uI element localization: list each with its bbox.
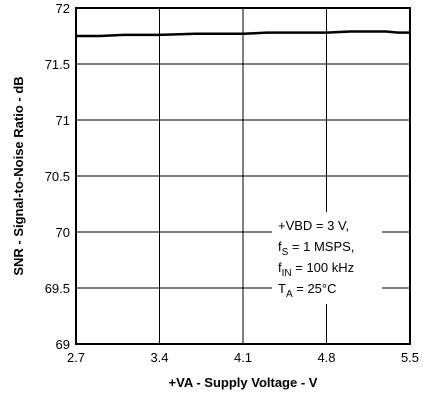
x-tick-label: 4.8: [317, 350, 335, 365]
annotation-line: +VBD = 3 V,: [278, 218, 349, 233]
y-tick-label: 72: [56, 1, 70, 16]
series-group: [76, 30, 410, 38]
annotation-line: TA = 25°C: [278, 281, 337, 300]
annotation-line: fIN = 100 kHz: [278, 260, 354, 279]
y-tick-labels: 69 69.5 70 70.5 71 71.5 72: [45, 1, 70, 352]
y-tick-label: 70: [56, 225, 70, 240]
snr-series-line: [76, 30, 410, 38]
y-tick-label: 69.5: [45, 281, 70, 296]
x-tick-label: 5.5: [401, 350, 419, 365]
annotation-background: [272, 212, 382, 304]
x-tick-label: 4.1: [234, 350, 252, 365]
x-tick-label: 3.4: [150, 350, 168, 365]
y-tick-label: 69: [56, 337, 70, 352]
grid-lines: [76, 8, 410, 344]
x-tick-labels: 2.7 3.4 4.1 4.8 5.5: [67, 350, 419, 365]
y-tick-label: 70.5: [45, 169, 70, 184]
annotation-line: fS = 1 MSPS,: [278, 239, 354, 258]
plot-frame: [75, 7, 411, 345]
x-axis-title: +VA - Supply Voltage - V: [169, 375, 318, 390]
conditions-annotation: +VBD = 3 V, fS = 1 MSPS, fIN = 100 kHz TA =…: [278, 218, 354, 300]
y-tick-label: 71: [56, 113, 70, 128]
y-tick-label: 71.5: [45, 57, 70, 72]
y-axis-title: SNR - Signal-to-Noise Ratio - dB: [11, 76, 26, 275]
x-tick-label: 2.7: [67, 350, 85, 365]
